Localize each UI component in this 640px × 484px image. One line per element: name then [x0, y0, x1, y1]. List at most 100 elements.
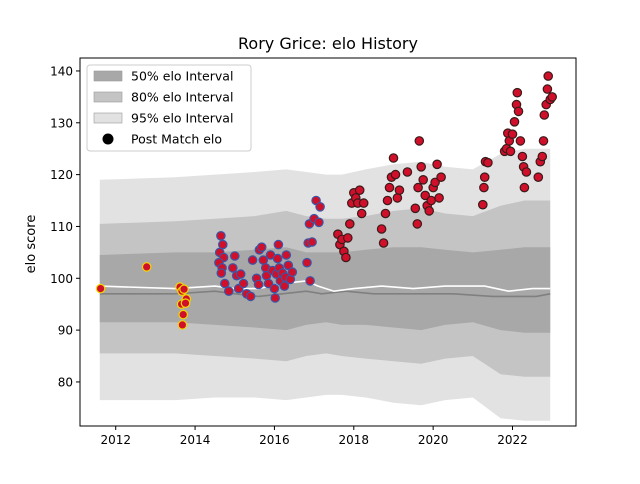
post-match-elo-point — [287, 267, 298, 277]
x-tick-label: 2016 — [259, 433, 290, 447]
legend: 50% elo Interval 80% elo Interval 95% elo … — [86, 64, 252, 152]
post-match-elo-point — [314, 217, 324, 228]
post-match-elo-point — [341, 252, 351, 263]
post-match-elo-point — [505, 146, 516, 157]
post-match-elo-point — [392, 193, 403, 203]
legend-box — [86, 64, 252, 152]
band-50-interval — [99, 247, 551, 333]
post-match-elo-point — [426, 195, 436, 206]
post-match-elo-point — [509, 117, 520, 127]
x-tick-label: 2014 — [180, 433, 211, 447]
post-match-elo-point — [224, 286, 234, 296]
post-match-elo-point — [272, 253, 283, 264]
post-match-elo-point — [538, 136, 549, 146]
legend-item-50-interval: 50% elo Interval — [131, 69, 233, 84]
post-match-elo-point — [230, 251, 240, 261]
post-match-elo-point — [547, 92, 557, 102]
post-match-elo-point — [218, 239, 228, 250]
post-match-elo-point — [416, 162, 426, 172]
post-match-elo-point — [216, 231, 226, 241]
post-match-elo-point — [515, 136, 526, 146]
post-match-elo-point — [507, 129, 518, 139]
post-match-elo-point — [380, 208, 391, 219]
post-match-elo-point — [180, 298, 191, 308]
post-match-elo-point — [513, 106, 524, 117]
post-match-elo-point — [434, 193, 444, 203]
post-match-elo-point — [178, 309, 188, 320]
post-match-elo-point — [273, 239, 284, 250]
legend-item-post-match-elo: Post Match elo — [131, 132, 222, 147]
y-tick-label: 130 — [50, 116, 73, 130]
post-match-elo-point — [220, 278, 230, 289]
post-match-elo-point — [517, 151, 528, 162]
post-match-elo-point — [376, 224, 387, 234]
post-match-elo-point — [253, 279, 264, 290]
post-match-elo-point — [432, 159, 442, 170]
post-match-elo-point — [281, 250, 292, 260]
y-axis-label: elo score — [24, 215, 39, 274]
post-match-elo-point — [269, 283, 280, 294]
legend-item-95-interval: 95% elo Interval — [131, 111, 233, 126]
post-match-elo-point — [245, 291, 256, 302]
legend-item-80-interval: 80% elo Interval — [131, 90, 233, 105]
post-match-elo-point — [410, 203, 421, 214]
post-match-elo-point — [354, 185, 365, 195]
post-match-elo-point — [483, 157, 493, 168]
plot-area — [95, 71, 557, 421]
legend-item-95-interval-swatch — [93, 112, 123, 124]
post-match-elo-point — [436, 172, 446, 182]
post-match-elo-point — [390, 169, 401, 180]
post-match-elo-point — [307, 237, 317, 247]
y-tick-label: 140 — [50, 64, 73, 78]
post-match-elo-point — [179, 284, 189, 294]
x-tick-label: 2018 — [339, 433, 370, 447]
post-match-elo-point — [420, 190, 430, 201]
x-tick-label: 2022 — [497, 433, 528, 447]
post-match-elo-point — [216, 268, 227, 278]
post-match-elo-point — [256, 242, 267, 252]
post-match-elo-point — [358, 198, 369, 208]
legend-item-50-interval-swatch — [93, 70, 123, 82]
post-match-elo-point — [279, 281, 290, 291]
y-tick-label: 120 — [50, 168, 73, 182]
post-match-elo-point — [247, 255, 258, 265]
post-match-elo-point — [378, 238, 389, 248]
post-match-elo-point — [414, 136, 425, 146]
y-tick-label: 90 — [58, 324, 73, 338]
post-match-elo-point — [302, 257, 312, 268]
x-tick-label: 2012 — [100, 433, 131, 447]
post-match-elo-point — [413, 182, 423, 193]
post-match-elo-point — [235, 269, 246, 279]
post-match-elo-point — [356, 208, 367, 219]
post-match-elo-point — [342, 233, 353, 243]
post-match-elo-point — [305, 276, 315, 286]
post-match-elo-point — [238, 278, 249, 289]
post-match-elo-point — [177, 320, 188, 330]
post-match-elo-point — [424, 206, 434, 216]
post-match-elo-point — [539, 110, 550, 120]
post-match-elo-point — [512, 87, 523, 98]
post-match-elo-point — [384, 182, 395, 193]
post-match-elo-point — [394, 185, 405, 195]
post-match-elo-point — [388, 153, 399, 163]
post-match-elo-point — [521, 167, 532, 177]
post-match-elo-point — [543, 71, 553, 81]
post-match-elo-point — [430, 177, 440, 188]
post-match-elo-point — [228, 263, 238, 273]
legend-item-post-match-elo-marker — [102, 133, 114, 145]
post-match-elo-point — [477, 199, 488, 210]
post-match-elo-point — [270, 293, 280, 303]
post-match-elo-point — [418, 175, 428, 185]
post-match-elo-point — [263, 278, 274, 289]
post-match-elo-point — [542, 84, 553, 94]
post-match-elo-point — [141, 262, 152, 272]
post-match-elo-point — [95, 283, 106, 294]
y-tick-label: 100 — [50, 272, 73, 286]
axes: 2012 2014 2016 2018 2020 2022 80 90 100 110 120 130… — [50, 57, 577, 447]
legend-item-80-interval-swatch — [93, 91, 123, 103]
post-match-elo-point — [315, 202, 325, 212]
post-match-elo-point — [479, 182, 489, 193]
post-match-elo-point — [533, 172, 544, 182]
